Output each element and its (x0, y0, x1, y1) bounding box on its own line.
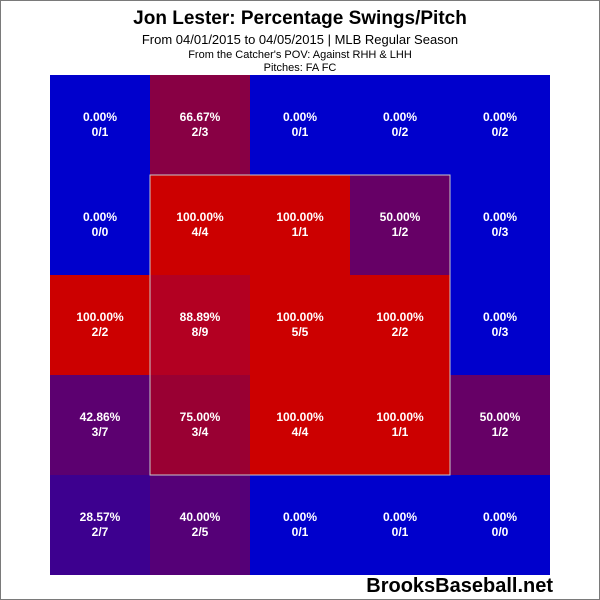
cell-percent-label: 66.67% (180, 110, 221, 124)
cell-fraction-label: 3/7 (92, 425, 109, 439)
heatmap-cell (50, 75, 150, 175)
heatmap-cell (50, 475, 150, 575)
heatmap-cell (150, 275, 250, 375)
cell-percent-label: 100.00% (276, 210, 324, 224)
heatmap-cell (350, 75, 450, 175)
cell-fraction-label: 0/1 (292, 525, 309, 539)
cell-percent-label: 100.00% (276, 410, 324, 424)
cell-percent-label: 0.00% (483, 510, 517, 524)
cell-fraction-label: 1/1 (392, 425, 409, 439)
heatmap-cell (450, 275, 550, 375)
heatmap-cell (450, 475, 550, 575)
cell-percent-label: 50.00% (380, 210, 421, 224)
cell-fraction-label: 0/3 (492, 325, 509, 339)
cell-percent-label: 40.00% (180, 510, 221, 524)
cell-percent-label: 100.00% (276, 310, 324, 324)
cell-percent-label: 50.00% (480, 410, 521, 424)
cell-fraction-label: 5/5 (292, 325, 309, 339)
cell-percent-label: 100.00% (76, 310, 124, 324)
heatmap-cell (50, 375, 150, 475)
cell-fraction-label: 2/5 (192, 525, 209, 539)
cell-fraction-label: 0/3 (492, 225, 509, 239)
cell-fraction-label: 2/2 (92, 325, 109, 339)
heatmap-cell (150, 175, 250, 275)
cell-fraction-label: 0/2 (392, 125, 409, 139)
cell-percent-label: 0.00% (283, 510, 317, 524)
heatmap-cell (250, 275, 350, 375)
strike-zone-outline (149, 174, 451, 476)
cell-percent-label: 100.00% (376, 310, 424, 324)
heatmap-cell (50, 275, 150, 375)
cell-percent-label: 42.86% (80, 410, 121, 424)
cell-fraction-label: 0/2 (492, 125, 509, 139)
heatmap-cell (150, 75, 250, 175)
cell-percent-label: 0.00% (83, 210, 117, 224)
cell-percent-label: 28.57% (80, 510, 121, 524)
cell-percent-label: 88.89% (180, 310, 221, 324)
heatmap-cell (150, 475, 250, 575)
cell-fraction-label: 2/7 (92, 525, 109, 539)
watermark: BrooksBaseball.net (366, 575, 553, 597)
heatmap-cell (250, 75, 350, 175)
cell-percent-label: 100.00% (176, 210, 224, 224)
chart-title: Jon Lester: Percentage Swings/Pitch (133, 8, 467, 29)
chart-subtitle: From 04/01/2015 to 04/05/2015 | MLB Regu… (141, 32, 459, 47)
cell-percent-label: 0.00% (83, 110, 117, 124)
cell-percent-label: 0.00% (483, 110, 517, 124)
pov-label: From the Catcher's POV: Against RHH & LH… (188, 49, 412, 61)
pitches-label: Pitches: FA FC (263, 62, 337, 74)
heatmap-cell (50, 175, 150, 275)
heatmap-cell (250, 475, 350, 575)
cell-percent-label: 0.00% (283, 110, 317, 124)
heatmap-cell (250, 175, 350, 275)
cell-percent-label: 0.00% (483, 310, 517, 324)
heatmap-cell (350, 275, 450, 375)
cell-percent-label: 0.00% (483, 210, 517, 224)
cell-percent-label: 75.00% (180, 410, 221, 424)
heatmap-cell (450, 175, 550, 275)
cell-fraction-label: 1/2 (392, 225, 409, 239)
heatmap-cell (150, 375, 250, 475)
cell-fraction-label: 4/4 (192, 225, 209, 239)
heatmap-cell (350, 175, 450, 275)
heatmap-cell (350, 375, 450, 475)
cell-fraction-label: 0/0 (92, 225, 109, 239)
cell-fraction-label: 0/1 (292, 125, 309, 139)
cell-percent-label: 100.00% (376, 410, 424, 424)
heatmap-cell (450, 75, 550, 175)
cell-fraction-label: 0/1 (92, 125, 109, 139)
cell-percent-label: 0.00% (383, 510, 417, 524)
cell-fraction-label: 3/4 (192, 425, 209, 439)
cell-percent-label: 0.00% (383, 110, 417, 124)
heatmap-cell (350, 475, 450, 575)
cell-fraction-label: 0/0 (492, 525, 509, 539)
heatmap-cell (450, 375, 550, 475)
cell-fraction-label: 0/1 (392, 525, 409, 539)
cell-fraction-label: 8/9 (192, 325, 209, 339)
cell-fraction-label: 1/2 (492, 425, 509, 439)
cell-fraction-label: 2/3 (192, 125, 209, 139)
heatmap-cell (250, 375, 350, 475)
cell-fraction-label: 1/1 (292, 225, 309, 239)
cell-fraction-label: 4/4 (292, 425, 309, 439)
cell-fraction-label: 2/2 (392, 325, 409, 339)
